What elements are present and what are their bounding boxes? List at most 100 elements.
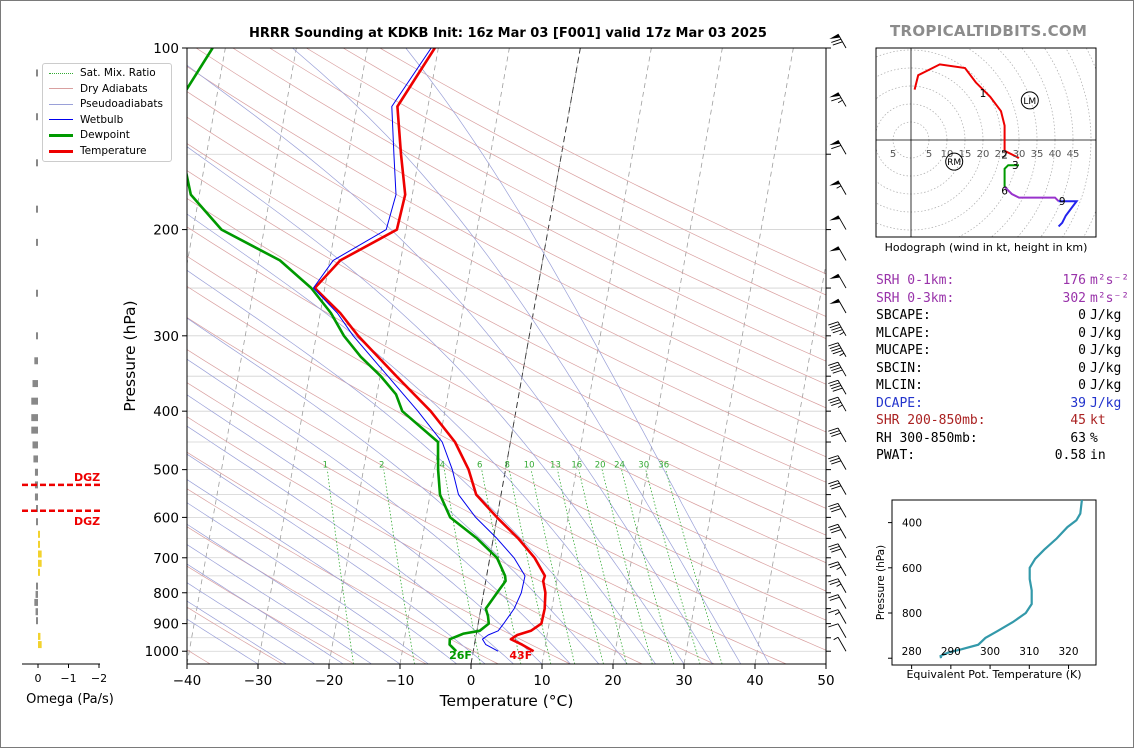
theta-e-x-tick-label: 310: [1019, 646, 1039, 658]
legend-pseudoadiabats: Pseudoadiabats: [49, 97, 163, 111]
stat-value: 0: [1078, 360, 1086, 376]
wind-barb: [829, 215, 847, 230]
moist-adiabat: [187, 453, 486, 664]
omega-bar: [32, 441, 38, 449]
y-tick-label: 1000: [145, 644, 179, 660]
hodograph-height-label: 1: [980, 88, 987, 100]
stat-unit: J/kg: [1090, 343, 1122, 358]
hodograph-height-label: 6: [1001, 185, 1008, 197]
hodograph-ring-label: 15: [959, 149, 972, 160]
stat-row: SHR 200-850mb: 45 kt: [876, 412, 1129, 430]
y-tick-label: 200: [153, 223, 179, 239]
hodograph-ring-label: 5: [890, 149, 896, 160]
mixing-ratio-label: 1: [323, 461, 328, 471]
theta-e-y-tick-label: 800: [902, 608, 922, 620]
hodograph-rings: [876, 48, 1096, 237]
legend-swatch: [49, 72, 73, 74]
storm-motion-label: LM: [1023, 97, 1036, 107]
omega-bar: [38, 550, 42, 558]
stat-row: MLCAPE: 0 J/kg: [876, 325, 1129, 343]
hodograph-caption: Hodograph (wind in kt, height in km): [885, 241, 1088, 254]
wind-barb: [829, 298, 847, 314]
stat-unit: m²s⁻²: [1090, 290, 1130, 306]
omega-x-tick-label: 0: [35, 672, 42, 685]
legend-swatch: [49, 119, 73, 121]
isotherm-line: [754, 261, 826, 664]
wind-barb: [829, 92, 847, 107]
omega-bar: [36, 582, 38, 590]
hodograph-height-label: 9: [1059, 196, 1066, 208]
omega-bar: [36, 113, 38, 121]
y-tick-label: 400: [153, 404, 179, 420]
stat-value: 0: [1078, 343, 1086, 358]
wind-barb: [829, 33, 847, 49]
x-tick-label: 40: [746, 673, 763, 689]
omega-bar: [38, 641, 42, 649]
mixing-ratio-label: 24: [614, 461, 625, 471]
x-tick-label: 0: [467, 673, 476, 689]
skewt-background-lines: [0, 48, 826, 664]
stat-label: MLCIN:: [876, 378, 923, 393]
wind-barb: [828, 594, 847, 609]
omega-bar: [38, 632, 41, 640]
mixing-ratio-line: [443, 469, 481, 664]
hodograph-trace: [1003, 164, 1019, 187]
wind-barb: [828, 623, 847, 639]
hodograph-ring-label: 25: [995, 149, 1008, 160]
legend-dewpoint: Dewpoint: [49, 128, 130, 142]
storm-motion-marker: [1020, 91, 1039, 110]
omega-bar: [38, 559, 42, 567]
wind-barb: [828, 609, 847, 624]
wind-barb: [828, 543, 847, 559]
wind-barb: [828, 427, 847, 443]
mixing-ratio-label: 16: [571, 461, 582, 471]
y-tick-label: 600: [153, 510, 179, 526]
dgz-label: DGZ: [74, 515, 100, 528]
theta-e-x-tick-label: 280: [902, 646, 922, 658]
stat-row: SRH 0-1km: 176 m²s⁻²: [876, 272, 1129, 290]
temperature-line: [313, 48, 547, 653]
moist-adiabat: [187, 64, 713, 664]
chart-title: HRRR Sounding at KDKB Init: 16z Mar 03 […: [249, 26, 767, 41]
hodograph-trace: [1004, 149, 1020, 159]
mixing-ratio-label: 30: [638, 461, 649, 471]
legend-label: Sat. Mix. Ratio: [80, 67, 156, 79]
dry-adiabat: [187, 285, 826, 621]
stat-unit: J/kg: [1090, 308, 1122, 323]
legend-label: Dewpoint: [80, 129, 130, 142]
wind-barb: [828, 561, 847, 577]
x-tick-label: −20: [315, 673, 344, 689]
wind-barb: [828, 523, 847, 539]
x-tick-label: 10: [533, 673, 550, 689]
stat-row: SRH 0-3km: 302 m²s⁻²: [876, 290, 1129, 308]
wind-barb: [829, 273, 847, 289]
mixing-ratio-label: 10: [524, 461, 535, 471]
stat-unit: J/kg: [1090, 395, 1122, 411]
wind-barb: [828, 502, 847, 518]
hodograph-trace: [913, 63, 1006, 151]
legend-sat-mix-ratio: Sat. Mix. Ratio: [49, 66, 156, 80]
mixing-ratio-label: 20: [595, 461, 606, 471]
mixing-ratio-line: [601, 469, 653, 664]
legend-temperature: Temperature: [49, 144, 147, 158]
hodograph-plot: 5 5 10 15 20 25 30 35 40 45 1 23 6 9 LM RM Hodograph (wi…: [875, 47, 1097, 254]
moist-adiabat: [187, 358, 571, 664]
moist-adiabat: [405, 48, 770, 664]
mixing-ratio-line: [383, 469, 415, 664]
isotherm-line: [0, 48, 12, 664]
omega-x-tick-label: −2: [91, 672, 107, 685]
wind-barb: [828, 578, 847, 593]
dry-adiabat: [187, 382, 715, 664]
wind-barb: [829, 139, 847, 155]
omega-x-label: Omega (Pa/s): [26, 692, 114, 707]
dry-adiabat: [187, 116, 826, 458]
stat-unit: m²s⁻²: [1090, 273, 1130, 288]
omega-bar: [38, 530, 40, 538]
freezing-isotherm: [470, 48, 581, 664]
wind-barb: [828, 480, 847, 495]
surface-temp-label: 43F: [509, 649, 532, 662]
omega-bar: [35, 590, 38, 598]
dry-adiabat: [187, 143, 826, 483]
theta-e-plot: 280 290 300 310 320 400 600 800 Equivalent Pot. …: [875, 499, 1097, 681]
stat-label: MUCAPE:: [876, 343, 931, 358]
